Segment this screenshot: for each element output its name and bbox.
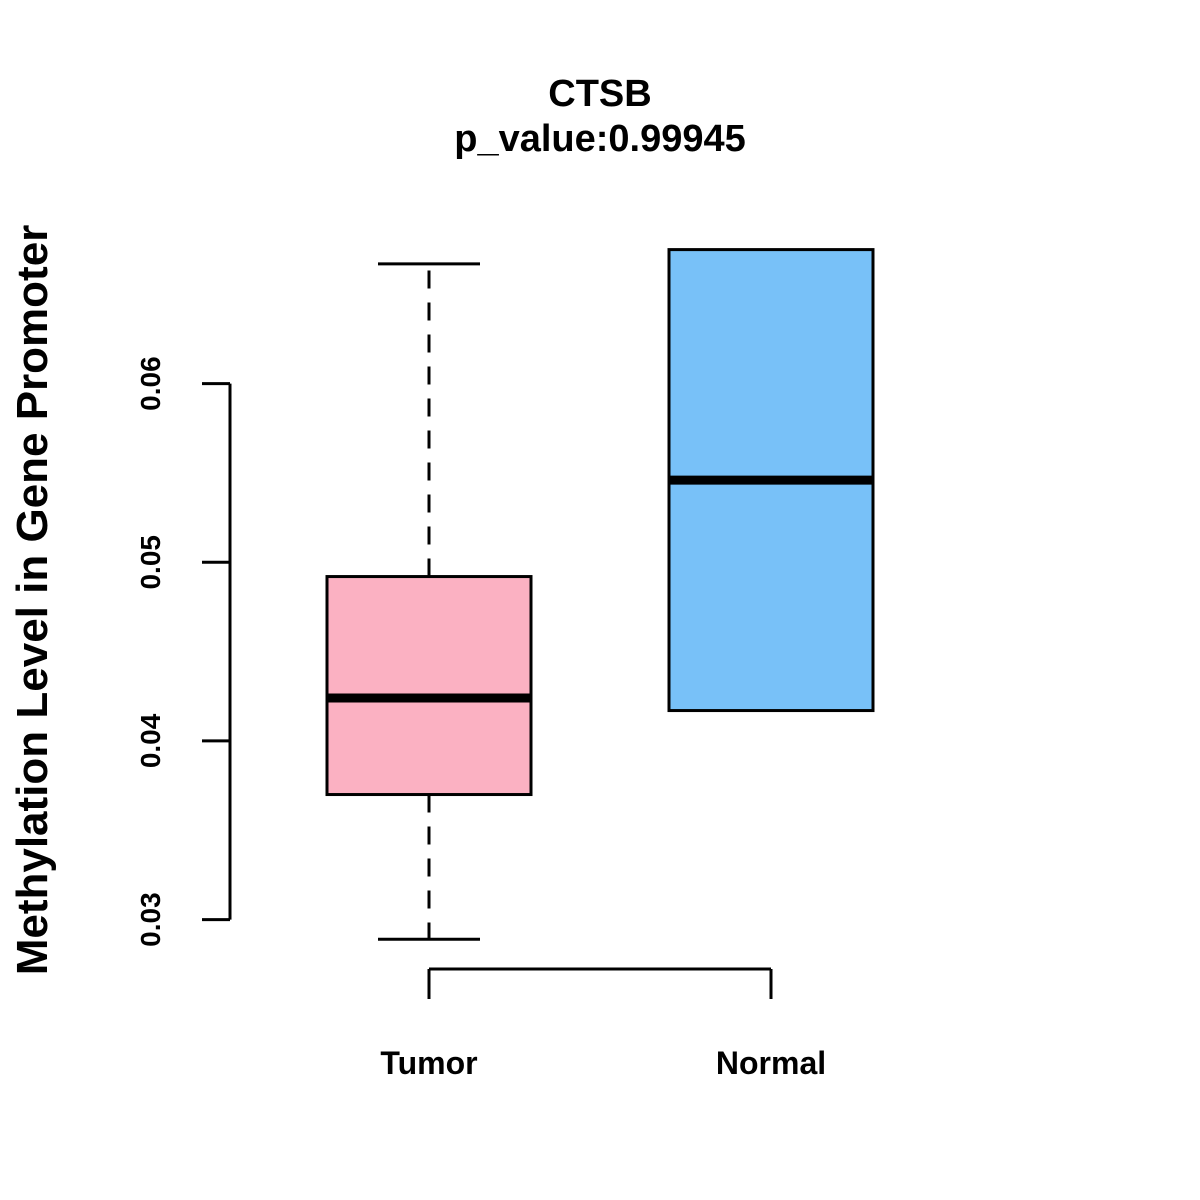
box-tumor <box>325 262 533 941</box>
boxes <box>325 248 875 941</box>
y-tick-label: 0.03 <box>135 892 166 947</box>
x-tick-label-tumor: Tumor <box>380 1045 477 1081</box>
x-tick-label-normal: Normal <box>716 1045 826 1081</box>
box-normal <box>667 248 875 713</box>
y-axis-label: Methylation Level in Gene Promoter <box>8 225 57 976</box>
iqr-box <box>325 575 533 797</box>
y-tick-label: 0.04 <box>135 713 166 768</box>
y-tick-label: 0.06 <box>135 356 166 411</box>
x-axis: Tumor Normal <box>380 967 826 1081</box>
chart-subtitle: p_value:0.99945 <box>454 118 746 160</box>
chart-title: CTSB <box>548 73 651 115</box>
y-axis: 0.03 0.04 0.05 0.06 <box>135 356 232 947</box>
y-tick-label: 0.05 <box>135 535 166 590</box>
